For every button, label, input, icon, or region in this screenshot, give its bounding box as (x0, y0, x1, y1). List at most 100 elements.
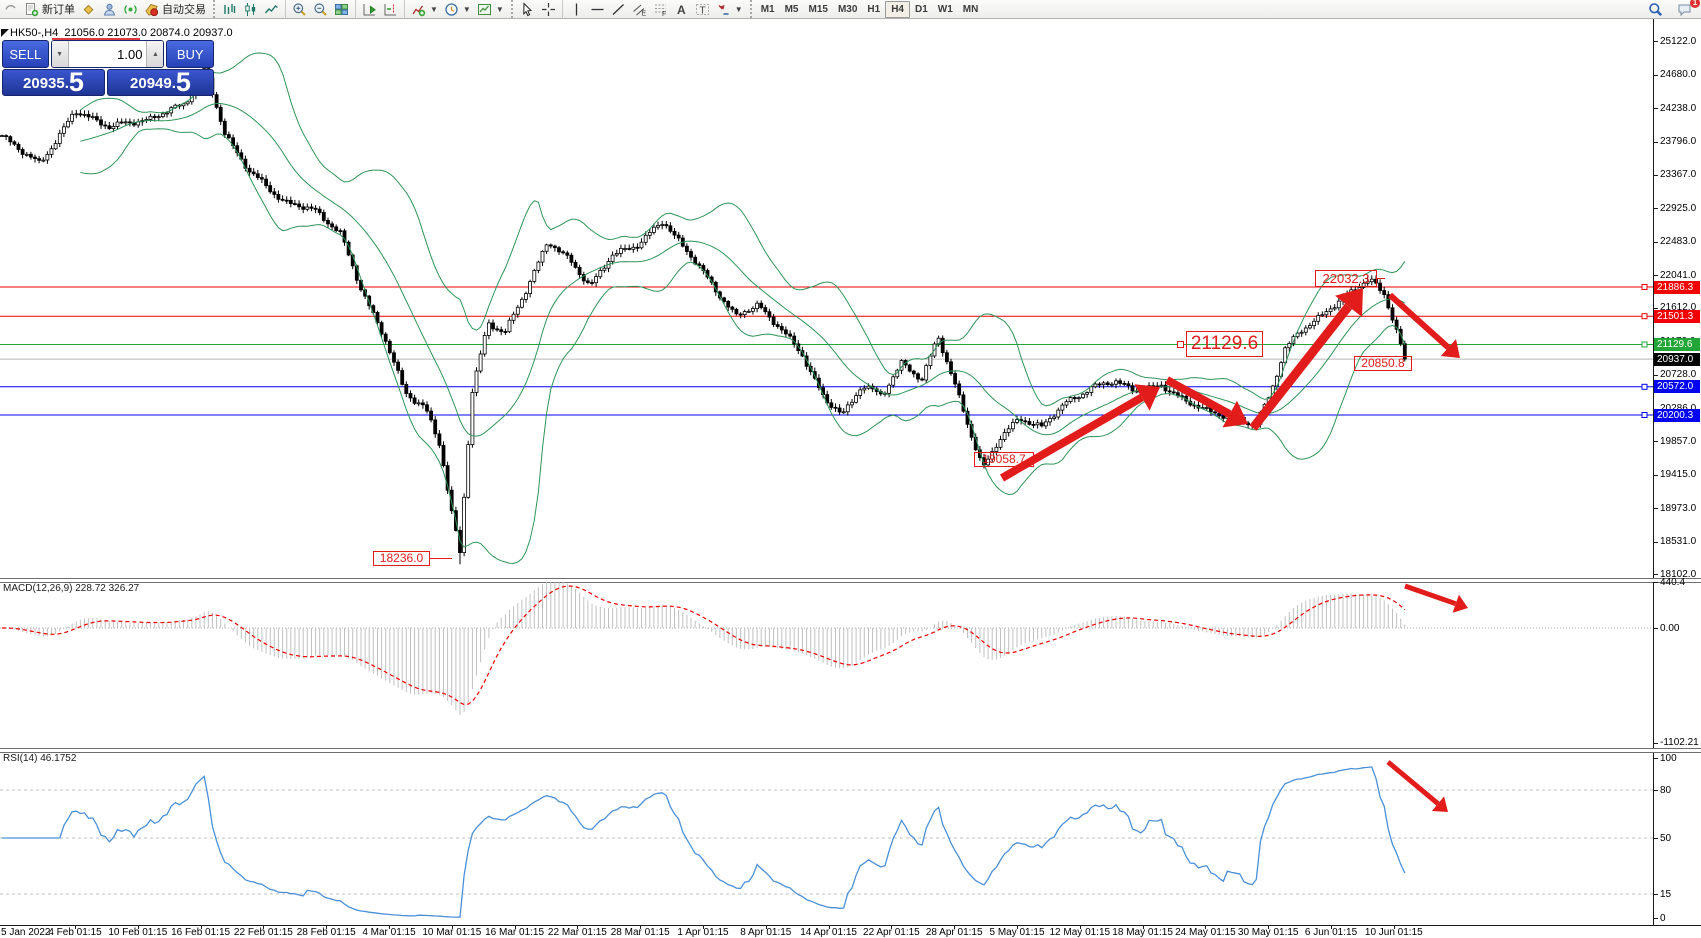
axis-tick (1653, 374, 1658, 376)
dropdown-caret-icon[interactable]: ▼ (734, 4, 743, 14)
vertical-line-button[interactable] (566, 1, 587, 18)
tf-m5-button[interactable]: M5 (780, 1, 804, 18)
horizontal-line-button[interactable] (587, 1, 608, 18)
level-handle[interactable] (1641, 284, 1648, 290)
axis-tick (1653, 742, 1658, 744)
annotation-anchor-square[interactable] (1177, 341, 1184, 348)
price-chart-panel[interactable] (0, 18, 1653, 578)
fibonacci-button[interactable]: F (650, 1, 671, 18)
tf-d1-button[interactable]: D1 (910, 1, 933, 18)
axis-tick (1653, 41, 1658, 43)
panel-splitter-rsi[interactable] (0, 748, 1701, 753)
axis-tick (1653, 474, 1658, 476)
autotrading-button[interactable]: 自动交易 (141, 1, 209, 18)
profile-button[interactable] (99, 1, 120, 18)
time-axis-tick (514, 926, 516, 929)
annotation-price-label[interactable]: 22032.3 (1315, 270, 1377, 287)
market-button[interactable] (78, 1, 99, 18)
panel-splitter-macd[interactable] (0, 578, 1701, 583)
main-toolbar: 新订单 自动交易 ▼ ▼ ▼ E F A T ▼ M1 M5 M15 M30 H1 H4 D1 W1 MN 1 (0, 0, 1701, 19)
svg-text:F: F (662, 11, 666, 17)
level-handle[interactable] (1641, 383, 1648, 390)
volume-stepper[interactable]: ▼ 1.00 ▲ (50, 40, 165, 68)
buy-button[interactable]: BUY (166, 40, 214, 68)
candlestick-chart-button[interactable] (240, 1, 261, 18)
sell-price-display[interactable]: 20935. 5 (2, 69, 105, 96)
new-order-button[interactable]: 新订单 (21, 1, 78, 18)
one-click-collapse-icon[interactable] (1, 29, 9, 37)
time-axis-label: 4 Mar 01:15 (362, 927, 416, 938)
bollinger-middle-band (80, 103, 1406, 437)
tf-m1-button[interactable]: M1 (756, 1, 780, 18)
annotation-price-label[interactable]: 20850.8 (1354, 356, 1412, 371)
cursor-button[interactable] (517, 1, 538, 18)
periods-button[interactable]: ▼ (441, 1, 474, 18)
channel-button[interactable]: E (629, 1, 650, 18)
time-axis-tick (1268, 926, 1270, 929)
templates-button[interactable]: ▼ (474, 1, 507, 18)
annotation-connector (430, 558, 452, 559)
time-axis[interactable]: 5 Jan 2022 4 Feb 01:15 10 Feb 01:15 16 Feb … (0, 925, 1701, 938)
tf-m15-button[interactable]: M15 (804, 1, 833, 18)
signals-button[interactable] (120, 1, 141, 18)
time-axis-label: 22 Apr 01:15 (863, 927, 920, 938)
price-axis-label: 22041.0 (1660, 269, 1697, 281)
price-level-badge: 20937.0 (1654, 352, 1700, 366)
level-handle[interactable] (1641, 313, 1648, 320)
volume-increase-button[interactable]: ▲ (146, 41, 164, 67)
horizontal-line-icon (590, 2, 605, 17)
search-button[interactable] (1645, 1, 1666, 18)
time-axis-label: 14 Apr 01:15 (800, 927, 857, 938)
zoom-out-button[interactable] (310, 1, 331, 18)
buy-price-display[interactable]: 20949. 5 (107, 69, 214, 96)
tf-mn-button[interactable]: MN (958, 1, 984, 18)
axis-tick (1653, 628, 1658, 629)
tile-windows-button[interactable] (331, 1, 352, 18)
price-level-badge: 20200.3 (1654, 408, 1700, 422)
crosshair-button[interactable] (538, 1, 559, 18)
macd-panel[interactable] (0, 581, 1653, 748)
chart-shift-button[interactable] (380, 1, 401, 18)
text-label-button[interactable]: T (692, 1, 713, 18)
annotation-price-label[interactable]: 21129.6 (1186, 331, 1263, 357)
text-button[interactable]: A (671, 1, 692, 18)
axis-tick (1653, 74, 1658, 76)
tf-h1-button[interactable]: H1 (862, 1, 885, 18)
time-axis-label: 24 May 01:15 (1175, 927, 1236, 938)
price-axis-label: 18973.0 (1660, 502, 1697, 514)
bar-chart-button[interactable] (219, 1, 240, 18)
shapes-button[interactable]: ▼ (713, 1, 746, 18)
tf-h4-button[interactable]: H4 (885, 0, 910, 18)
price-chart-canvas[interactable] (0, 18, 1653, 578)
trendline-button[interactable] (608, 1, 629, 18)
axis-tick (1653, 541, 1658, 543)
annotation-price-label[interactable]: 19058.7 (974, 452, 1034, 467)
symbol-ohlc-line: HK50-,H4 21056.0 21073.0 20874.0 20937.0 (10, 27, 233, 39)
auto-scroll-button[interactable] (359, 1, 380, 18)
time-axis-label: 28 Mar 01:15 (610, 927, 670, 938)
volume-decrease-button[interactable]: ▼ (51, 41, 69, 67)
time-axis-tick (1331, 926, 1332, 929)
line-chart-button[interactable] (261, 1, 282, 18)
dropdown-caret-icon[interactable]: ▼ (430, 4, 438, 14)
macd-axis-label: 0.00 (1660, 622, 1680, 634)
tf-m30-button[interactable]: M30 (833, 1, 862, 18)
axis-tick (1653, 758, 1658, 759)
sell-button[interactable]: SELL (2, 40, 49, 68)
level-handle[interactable] (1641, 412, 1648, 418)
tf-w1-button[interactable]: W1 (933, 1, 958, 18)
level-handle[interactable] (1641, 341, 1648, 348)
rsi-axis-label: 100 (1660, 752, 1677, 764)
annotation-price-label[interactable]: 18236.0 (373, 551, 430, 566)
zoom-in-button[interactable] (289, 1, 310, 18)
dropdown-caret-icon[interactable]: ▼ (495, 4, 504, 14)
tf-h4-button-label: H4 (891, 3, 904, 15)
rsi-panel[interactable] (0, 751, 1653, 925)
volume-value[interactable]: 1.00 (117, 46, 143, 62)
notification-badge: 1 (1690, 0, 1700, 8)
indicators-button[interactable]: ▼ (408, 1, 441, 18)
tf-d1-button-label: D1 (915, 3, 928, 15)
notifications-button[interactable]: 1 (1674, 0, 1700, 18)
dropdown-caret-icon[interactable]: ▼ (462, 4, 471, 14)
autotrading-button-label: 自动交易 (162, 4, 206, 16)
